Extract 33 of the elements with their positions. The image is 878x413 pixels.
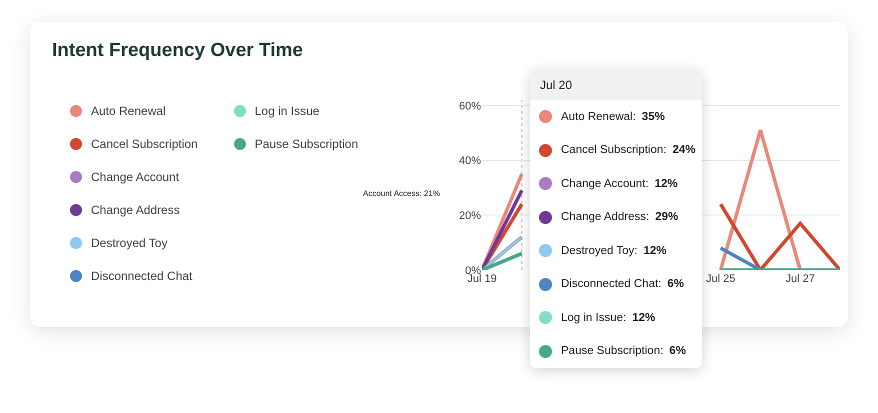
y-tick-label: 20% <box>458 210 482 222</box>
legend-label: Auto Renewal <box>91 104 166 118</box>
text: Jul 20 <box>530 70 702 100</box>
legend-label: Log in Issue <box>254 104 320 118</box>
text: Pause Subscription: <box>561 345 664 358</box>
annotation: 35% <box>642 110 665 123</box>
annotation: Change Address: <box>561 211 650 224</box>
legend-label: Change Address <box>91 203 180 217</box>
text: 12% <box>632 312 656 324</box>
legend-label: Change Account <box>91 170 180 184</box>
annotation: 12% <box>644 244 667 257</box>
text: Intent Frequency Over Time <box>52 40 303 62</box>
text: Account Access: 21% <box>363 189 440 198</box>
text: 6% <box>667 278 684 290</box>
annotation: 12% <box>654 178 678 190</box>
y-tick-label: 40% <box>458 155 482 168</box>
legend-label: Destroyed Toy <box>91 236 168 250</box>
annotation: Change Account: <box>561 178 649 190</box>
annotation: Destroyed Toy: <box>561 244 638 257</box>
legend-label: Disconnected Chat <box>91 269 192 283</box>
legend-label: Pause Subscription <box>254 137 358 151</box>
y-tick-label: 60% <box>458 100 482 112</box>
x-tick-label: Jul 19 <box>467 273 497 285</box>
text: 6% <box>669 345 686 358</box>
legend-label: Cancel Subscription <box>91 137 198 151</box>
x-tick-label: Jul 25 <box>706 273 736 285</box>
annotation: 29% <box>655 211 678 224</box>
text: Disconnected Chat: <box>561 278 662 290</box>
annotation: Auto Renewal: <box>561 110 636 123</box>
text: Log in Issue: <box>561 312 626 324</box>
x-tick-label: Jul 27 <box>786 273 815 285</box>
annotation: Cancel Subscription: <box>561 144 666 156</box>
annotation: 24% <box>672 144 696 156</box>
